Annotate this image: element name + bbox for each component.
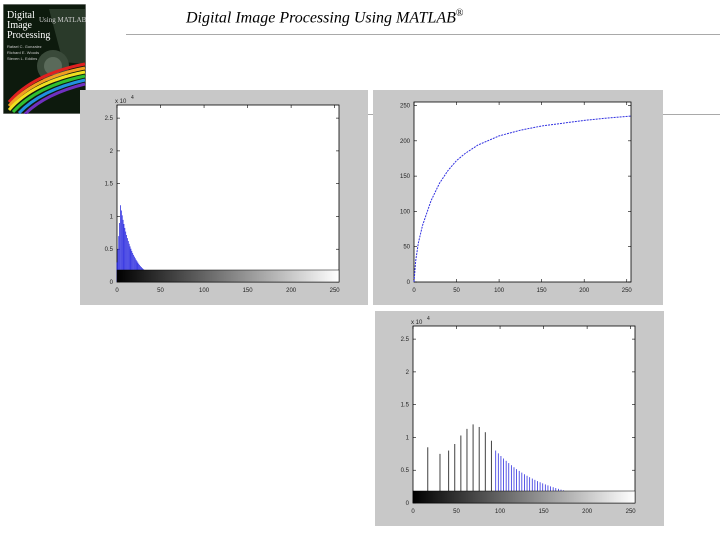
y-tick-label: 2.5 <box>105 116 114 122</box>
y-tick-label: 100 <box>400 209 411 215</box>
chart-panel-histogram-original: 0 0.5 1 1.5 2 2.5 0 50 100 150 200 250 x 10 4 <box>80 90 368 305</box>
chart-histogram-equalized: 0 0.5 1 1.5 2 2.5 0 50 100 150 200 250 x 10 4 <box>401 316 637 515</box>
book-author-2: Richard E. Woods <box>7 50 39 55</box>
book-author-1: Rafael C. Gonzalez <box>7 44 42 49</box>
grayscale-colorbar <box>412 490 636 504</box>
page-title: Digital Image Processing Using MATLAB® <box>186 8 464 27</box>
y-tick-label: 1 <box>110 214 114 220</box>
grayscale-colorbar <box>116 269 340 283</box>
chart-panel-transform-curve: 0 50 100 150 200 250 0 50 100 150 200 250 <box>373 90 663 305</box>
y-tick-label: 0 <box>110 280 114 286</box>
y-tick-label: 2 <box>110 149 114 155</box>
y-tick-label: 0 <box>407 280 411 286</box>
y-exponent-label: x 10 <box>115 99 127 105</box>
x-tick-label: 0 <box>115 288 119 294</box>
plot-area <box>116 104 340 283</box>
chart-histogram-original: 0 0.5 1 1.5 2 2.5 0 50 100 150 200 250 x 10 4 <box>105 95 341 294</box>
x-tick-label: 100 <box>495 509 506 515</box>
y-exponent-label: x 10 <box>411 320 423 326</box>
y-tick-label: 50 <box>403 245 410 251</box>
x-tick-label: 150 <box>243 288 254 294</box>
plot-area <box>413 101 632 283</box>
book-cover-art: Digital Image Processing Using MATLAB Ra… <box>3 4 86 114</box>
page-title-text: Digital Image Processing Using MATLAB <box>186 9 456 27</box>
x-tick-label: 200 <box>582 509 593 515</box>
x-tick-label: 0 <box>412 288 416 294</box>
y-tick-label: 250 <box>400 104 411 110</box>
book-title-line2: Image <box>7 20 33 31</box>
x-tick-label: 200 <box>579 288 590 294</box>
book-author-3: Steven L. Eddins <box>7 56 37 61</box>
book-title-line1: Digital <box>7 10 35 21</box>
x-tick-label: 50 <box>157 288 164 294</box>
x-tick-label: 100 <box>199 288 210 294</box>
y-tick-label: 0.5 <box>401 468 410 474</box>
x-tick-label: 50 <box>453 509 460 515</box>
x-tick-label: 200 <box>286 288 297 294</box>
trademark-symbol: ® <box>455 8 464 19</box>
book-subtitle: Using MATLAB <box>39 16 86 24</box>
book-cover: Digital Image Processing Using MATLAB Ra… <box>3 4 86 114</box>
x-tick-label: 250 <box>330 288 341 294</box>
y-tick-label: 2 <box>406 370 410 376</box>
y-exponent-power: 4 <box>131 95 134 101</box>
plot-area <box>412 325 636 504</box>
y-tick-label: 150 <box>400 174 411 180</box>
x-tick-label: 0 <box>411 509 415 515</box>
x-tick-label: 150 <box>539 509 550 515</box>
x-tick-label: 250 <box>626 509 637 515</box>
y-tick-label: 1 <box>406 435 410 441</box>
y-tick-label: 0 <box>406 501 410 507</box>
transform-curve-line <box>413 115 632 283</box>
header-rule <box>126 34 720 35</box>
y-exponent-power: 4 <box>427 316 430 322</box>
y-tick-label: 0.5 <box>105 247 114 253</box>
chart-transform-curve: 0 50 100 150 200 250 0 50 100 150 200 250 <box>400 101 633 294</box>
chart-panel-histogram-equalized: 0 0.5 1 1.5 2 2.5 0 50 100 150 200 250 x 10 4 <box>375 311 664 526</box>
x-tick-label: 150 <box>537 288 548 294</box>
y-tick-label: 2.5 <box>401 337 410 343</box>
book-title-line3: Processing <box>7 30 50 41</box>
y-tick-label: 1.5 <box>105 182 114 188</box>
x-tick-label: 250 <box>622 288 633 294</box>
x-tick-label: 100 <box>494 288 505 294</box>
y-tick-label: 200 <box>400 139 411 145</box>
y-tick-label: 1.5 <box>401 403 410 409</box>
x-tick-label: 50 <box>453 288 460 294</box>
